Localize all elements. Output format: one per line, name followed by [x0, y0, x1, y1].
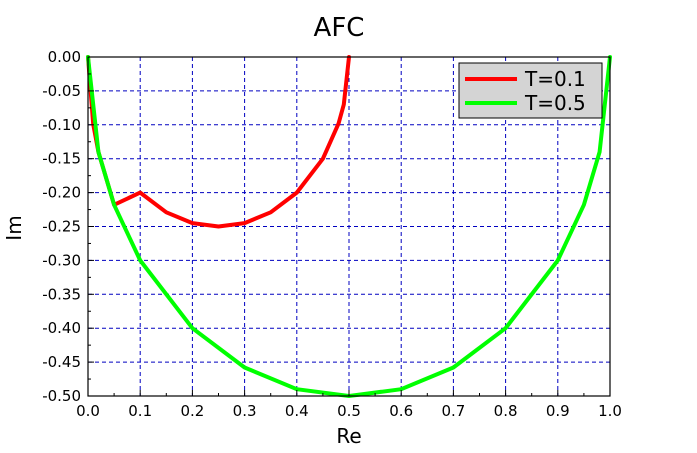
y-tick-label: -0.30 [42, 251, 81, 269]
x-tick-label: 0.4 [285, 402, 309, 420]
x-tick-label: 0.1 [128, 402, 152, 420]
x-axis-label: Re [336, 424, 361, 448]
y-tick-label: -0.40 [42, 319, 81, 337]
y-axis-label: Im [2, 215, 26, 240]
y-tick-label: -0.20 [42, 184, 81, 202]
legend-label-1: T=0.1 [524, 67, 586, 91]
y-tick-label: -0.50 [42, 387, 81, 405]
x-tick-label: 0.7 [441, 402, 465, 420]
x-tick-label: 0.0 [76, 402, 100, 420]
y-tick-label: -0.15 [42, 150, 81, 168]
legend: T=0.1T=0.5 [458, 62, 603, 119]
legend-label-2: T=0.5 [524, 91, 586, 115]
x-tick-label: 0.6 [389, 402, 413, 420]
y-tick-label: -0.05 [42, 82, 81, 100]
x-tick-label: 0.9 [546, 402, 570, 420]
x-tick-label: 0.3 [233, 402, 257, 420]
chart-title: AFC [314, 13, 365, 43]
x-tick-label: 0.2 [180, 402, 204, 420]
x-tick-label: 1.0 [598, 402, 622, 420]
y-tick-label: -0.25 [42, 218, 81, 236]
ticks: 0.0 0.1 0.2 0.3 0.4 0.5 0.6 0.7 0.8 0.9 1.0 0.00 -0.… [42, 48, 622, 420]
y-tick-label: -0.10 [42, 116, 81, 134]
x-tick-label: 0.8 [494, 402, 518, 420]
legend-box [458, 62, 603, 119]
grid [88, 57, 610, 396]
y-tick-label: -0.35 [42, 285, 81, 303]
y-tick-label: -0.45 [42, 353, 81, 371]
series-line-1 [86, 55, 351, 229]
x-tick-label: 0.5 [337, 402, 361, 420]
y-tick-label: 0.00 [48, 48, 81, 66]
